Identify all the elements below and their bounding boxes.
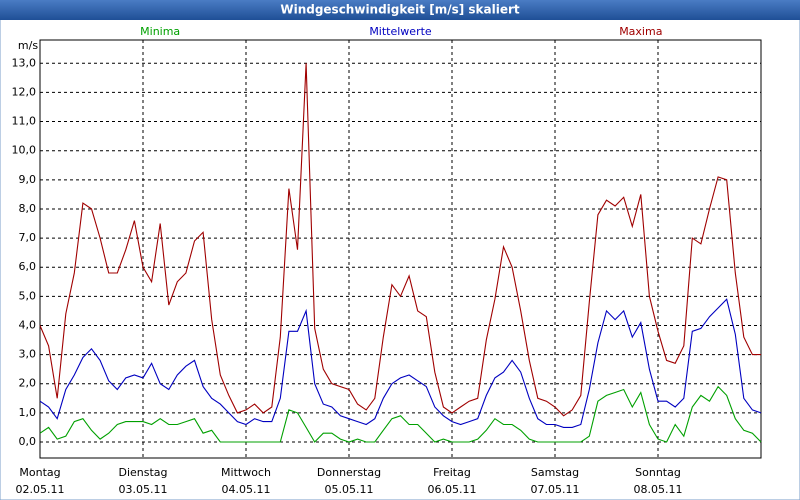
- x-tick-label: Mittwoch: [221, 466, 271, 479]
- y-tick-label: 13,0: [12, 56, 37, 69]
- legend-entry: Maxima: [619, 25, 662, 38]
- plot-border: [39, 39, 762, 459]
- x-tick-label: Sonntag: [635, 466, 681, 479]
- x-tick-label: Montag: [19, 466, 60, 479]
- y-tick-label: 7,0: [19, 231, 37, 244]
- y-tick-label: 11,0: [12, 115, 37, 128]
- chart-title: Windgeschwindigkeit [m/s] skaliert: [280, 3, 520, 17]
- series-line: [39, 63, 761, 417]
- x-tick-label: Dienstag: [118, 466, 167, 479]
- y-tick-label: 5,0: [19, 289, 37, 302]
- y-tick-label: 3,0: [19, 348, 37, 361]
- y-tick-label: 1,0: [19, 406, 37, 419]
- title-bar: [0, 0, 800, 20]
- y-axis-label: m/s: [18, 39, 38, 52]
- legend-entry: Mittelwerte: [369, 25, 432, 38]
- y-tick-label: 0,0: [19, 435, 37, 448]
- y-tick-label: 8,0: [19, 202, 37, 215]
- y-tick-label: 9,0: [19, 173, 37, 186]
- y-tick-label: 12,0: [12, 85, 37, 98]
- x-tick-sublabel: 06.05.11: [428, 483, 477, 496]
- x-tick-sublabel: 04.05.11: [222, 483, 271, 496]
- x-tick-sublabel: 03.05.11: [119, 483, 168, 496]
- x-tick-sublabel: 08.05.11: [634, 483, 683, 496]
- y-tick-label: 10,0: [12, 144, 37, 157]
- x-tick-label: Samstag: [531, 466, 579, 479]
- y-tick-label: 4,0: [19, 318, 37, 331]
- x-tick-label: Freitag: [433, 466, 471, 479]
- x-tick-sublabel: 05.05.11: [325, 483, 374, 496]
- x-tick-sublabel: 07.05.11: [531, 483, 580, 496]
- x-tick-label: Donnerstag: [317, 466, 381, 479]
- legend-entry: Minima: [140, 25, 180, 38]
- x-tick-sublabel: 02.05.11: [16, 483, 65, 496]
- y-tick-label: 6,0: [19, 260, 37, 273]
- y-tick-label: 2,0: [19, 377, 37, 390]
- series-line: [39, 298, 762, 428]
- series-line: [39, 385, 762, 443]
